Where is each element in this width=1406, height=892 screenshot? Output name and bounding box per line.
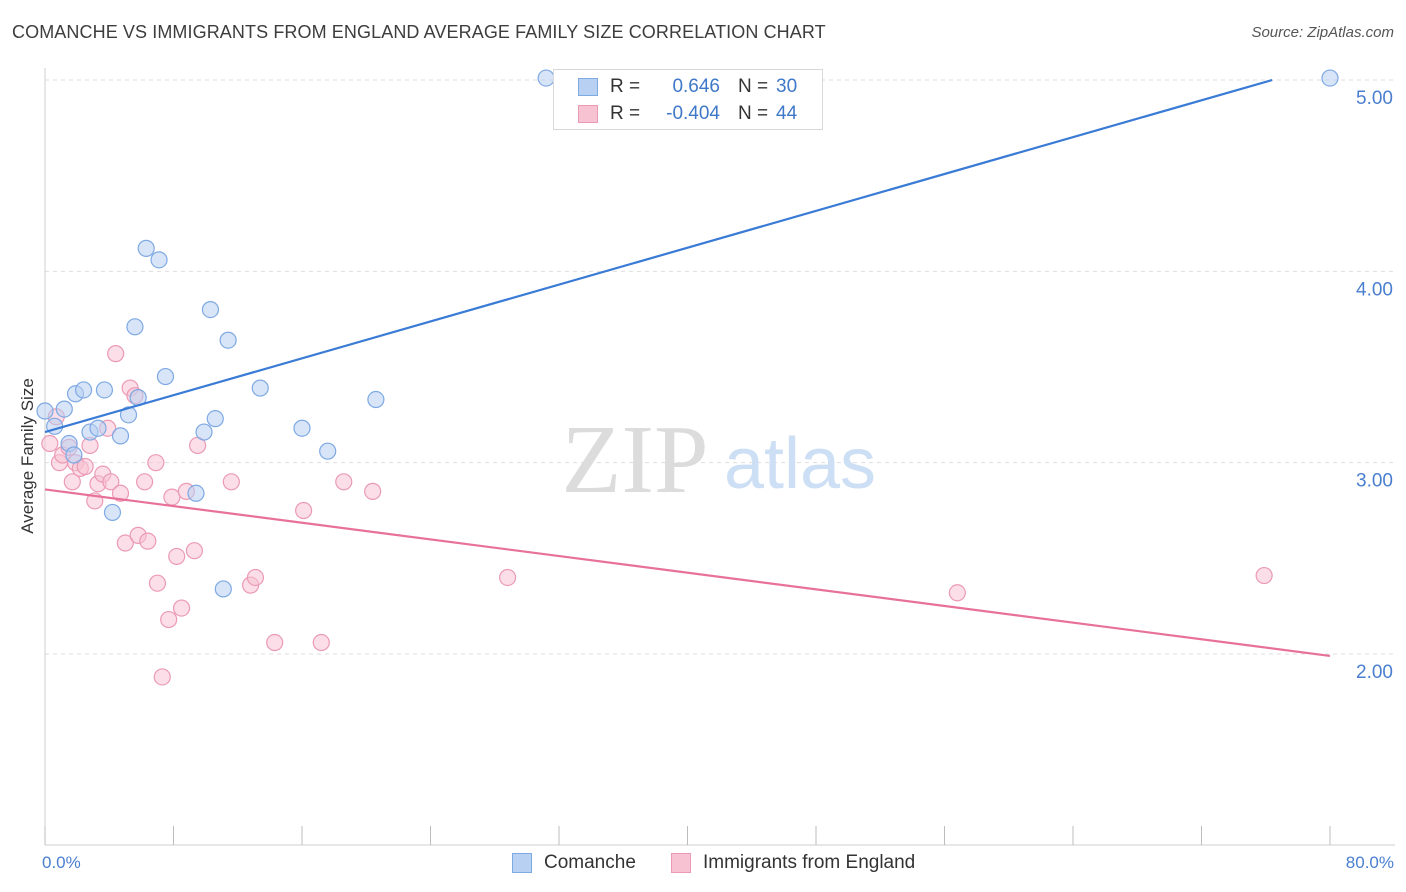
data-point <box>295 501 313 520</box>
data-point <box>201 301 220 319</box>
data-point <box>119 406 138 424</box>
axes <box>44 68 1395 846</box>
data-point <box>293 419 311 437</box>
data-point <box>153 668 171 686</box>
data-point <box>312 633 330 652</box>
data-point <box>63 473 81 491</box>
data-point <box>168 547 186 566</box>
series-legend: Comanche Immigrants from England <box>0 852 1406 878</box>
legend-row-immigrants: R = -0.404 N = 44 <box>578 102 797 126</box>
legend-n-value: 44 <box>776 103 798 124</box>
trend-line-immigrants-from-england <box>44 488 1331 658</box>
data-point <box>499 568 517 587</box>
data-point <box>364 482 382 500</box>
data-point <box>214 580 232 598</box>
data-point <box>36 402 54 420</box>
legend-swatch-blue <box>578 78 598 96</box>
data-point <box>139 532 157 550</box>
y-tick-label: 5.00 <box>1356 88 1393 109</box>
data-point <box>195 423 213 441</box>
data-point <box>102 473 120 491</box>
data-point <box>107 345 125 363</box>
watermark-atlas: atlas <box>724 424 876 504</box>
x-tick-label-max: 80.0% <box>1345 853 1394 872</box>
legend-r-label: R = <box>610 103 641 124</box>
data-point <box>95 381 114 399</box>
trend-lines <box>44 78 1331 658</box>
gridlines <box>45 79 1395 655</box>
legend-swatch-immigrants <box>671 853 691 873</box>
data-point <box>150 251 168 269</box>
data-point <box>76 457 94 476</box>
data-point <box>148 574 167 592</box>
y-tick-label: 4.00 <box>1356 279 1393 300</box>
legend-n-label: N = <box>738 103 769 124</box>
data-point <box>163 488 181 506</box>
data-point <box>111 427 130 445</box>
data-point <box>266 633 284 652</box>
data-point <box>156 367 175 386</box>
legend-item-comanche[interactable]: Comanche <box>512 852 636 874</box>
data-point <box>251 379 269 397</box>
legend-n-label: N = <box>738 76 769 97</box>
legend-r-value: 0.646 <box>672 76 720 97</box>
series-comanche-points <box>36 69 1339 598</box>
data-point <box>65 446 83 464</box>
data-point <box>116 534 134 552</box>
legend-r-value: -0.404 <box>666 103 720 124</box>
data-point <box>246 568 265 587</box>
data-point <box>103 503 122 522</box>
data-point <box>41 434 59 453</box>
data-point <box>319 442 337 460</box>
data-point <box>948 584 966 602</box>
data-point <box>537 69 555 87</box>
data-point <box>126 318 144 336</box>
y-tick-label: 3.00 <box>1356 471 1393 492</box>
stats-legend: R = 0.646 N = 30 R = -0.404 N = 44 <box>553 69 823 130</box>
data-point <box>367 390 385 409</box>
data-point <box>160 610 178 629</box>
data-point <box>147 454 165 472</box>
data-point <box>1255 566 1273 585</box>
trend-line-comanche <box>44 78 1273 434</box>
data-point <box>172 599 191 617</box>
data-point <box>137 239 155 257</box>
data-point <box>222 473 240 491</box>
y-tick-labels: 2.00 3.00 4.00 5.00 <box>1356 88 1393 683</box>
data-point <box>185 542 203 560</box>
legend-n-value: 30 <box>776 76 798 97</box>
data-point <box>206 410 224 428</box>
data-point <box>335 473 353 491</box>
x-tick-label-min: 0.0% <box>42 853 81 872</box>
data-point <box>74 381 93 399</box>
watermark-zip: ZIP <box>562 406 709 514</box>
legend-label-immigrants: Immigrants from England <box>703 852 916 873</box>
data-point <box>89 419 107 437</box>
data-point <box>111 484 130 502</box>
series-immigrants-from-england-points <box>41 345 1273 686</box>
data-point <box>187 484 205 502</box>
legend-r-label: R = <box>610 76 641 97</box>
data-point <box>219 331 237 349</box>
legend-item-immigrants-from-england[interactable]: Immigrants from England <box>671 852 915 874</box>
data-point <box>1321 69 1339 87</box>
legend-swatch-pink <box>578 105 598 123</box>
legend-row-comanche: R = 0.646 N = 30 <box>578 75 797 99</box>
legend-label-comanche: Comanche <box>544 852 636 873</box>
chart-title: COMANCHE VS IMMIGRANTS FROM ENGLAND AVER… <box>12 22 826 42</box>
data-point <box>135 473 154 491</box>
y-tick-label: 2.00 <box>1356 662 1393 683</box>
legend-swatch-comanche <box>512 853 532 873</box>
source-credit: Source: ZipAtlas.com <box>1251 24 1394 41</box>
data-point <box>55 400 73 418</box>
